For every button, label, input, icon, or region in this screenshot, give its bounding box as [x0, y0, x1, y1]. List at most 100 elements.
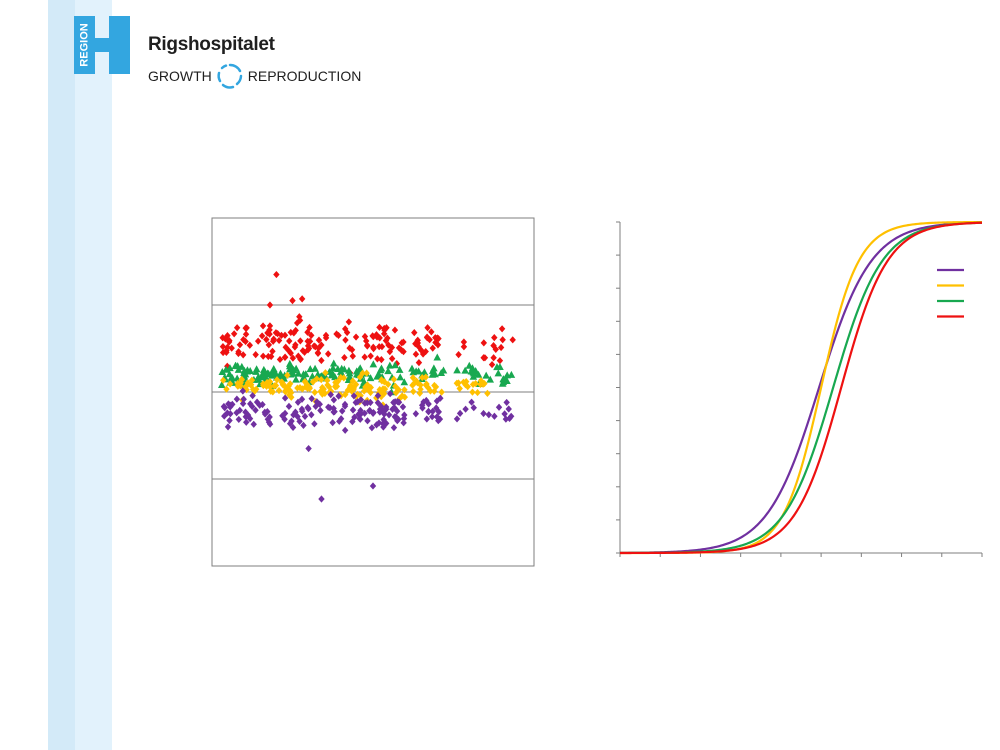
data-point	[428, 413, 436, 421]
data-point	[299, 370, 308, 378]
data-point	[301, 412, 309, 420]
data-point	[388, 343, 396, 352]
data-point	[391, 413, 399, 421]
data-point	[282, 387, 289, 395]
data-point	[233, 395, 241, 403]
scatter-chart	[211, 217, 535, 567]
data-point	[230, 330, 238, 338]
data-point	[276, 369, 285, 377]
data-point	[391, 361, 399, 369]
data-point	[311, 364, 319, 372]
data-point	[253, 398, 261, 406]
data-point	[265, 341, 273, 349]
data-point	[289, 354, 297, 362]
data-point	[433, 353, 442, 361]
data-point	[266, 301, 274, 309]
data-point	[239, 399, 247, 408]
data-point	[287, 349, 294, 357]
data-point	[233, 409, 240, 417]
data-point	[488, 360, 496, 369]
data-point	[385, 341, 392, 349]
data-point	[379, 385, 387, 393]
data-point	[491, 412, 498, 420]
data-point	[384, 367, 392, 375]
data-point	[460, 338, 468, 346]
data-point	[390, 398, 397, 407]
data-point	[272, 370, 280, 378]
data-point	[247, 400, 254, 408]
data-point	[505, 405, 512, 413]
decorative-band-light	[75, 0, 112, 750]
data-point	[384, 334, 391, 342]
data-point	[238, 362, 246, 370]
data-point	[345, 372, 354, 380]
data-point	[422, 373, 429, 381]
data-point	[242, 413, 249, 421]
data-point	[356, 373, 364, 381]
data-point	[290, 329, 298, 337]
data-point	[345, 318, 353, 326]
data-point	[366, 407, 373, 415]
data-point	[292, 375, 300, 383]
data-point	[252, 365, 261, 373]
data-point	[464, 382, 471, 391]
data-point	[275, 336, 283, 345]
data-point	[470, 404, 477, 412]
data-point	[300, 421, 307, 429]
data-point	[377, 387, 385, 395]
tagline-growth: GROWTH	[148, 68, 212, 84]
data-point	[266, 420, 274, 428]
data-point	[237, 379, 244, 387]
data-point	[311, 420, 318, 428]
tagline: GROWTH REPRODUCTION	[148, 63, 361, 89]
data-point	[308, 395, 315, 403]
data-point	[468, 398, 475, 406]
data-point	[264, 329, 271, 337]
data-point	[255, 375, 263, 383]
data-point	[378, 376, 385, 384]
data-point	[324, 381, 331, 389]
data-point	[389, 405, 396, 413]
data-point	[278, 331, 285, 339]
logo-text: REGION	[78, 23, 90, 66]
data-point	[306, 383, 313, 391]
cycle-icon	[217, 63, 243, 89]
data-point	[340, 365, 349, 373]
data-point	[352, 380, 360, 389]
data-point	[491, 333, 498, 342]
data-point	[266, 330, 273, 338]
data-point	[367, 388, 374, 397]
data-point	[426, 336, 433, 344]
data-point	[259, 352, 267, 360]
data-point	[495, 403, 503, 411]
data-point	[391, 404, 398, 412]
decorative-band-dark	[48, 0, 75, 750]
data-point	[349, 406, 357, 414]
data-point	[224, 409, 231, 417]
data-point	[315, 336, 323, 344]
data-point	[226, 380, 234, 388]
data-point	[338, 407, 346, 415]
data-point	[318, 495, 325, 503]
data-point	[375, 343, 383, 351]
data-point	[288, 417, 295, 425]
data-point	[378, 356, 385, 364]
data-point	[384, 380, 392, 388]
data-point	[222, 335, 229, 343]
data-point	[377, 364, 386, 372]
data-point	[259, 380, 267, 388]
data-point	[423, 396, 430, 405]
data-point	[219, 343, 227, 351]
data-point	[286, 337, 293, 345]
data-point	[366, 374, 375, 382]
data-point	[233, 324, 241, 332]
data-point	[322, 369, 329, 377]
data-point	[286, 386, 294, 395]
data-point	[306, 323, 313, 332]
data-point	[453, 366, 461, 374]
data-point	[469, 369, 478, 377]
data-point	[369, 360, 378, 368]
data-point	[490, 354, 497, 362]
data-point	[270, 335, 277, 343]
data-point	[299, 385, 306, 393]
